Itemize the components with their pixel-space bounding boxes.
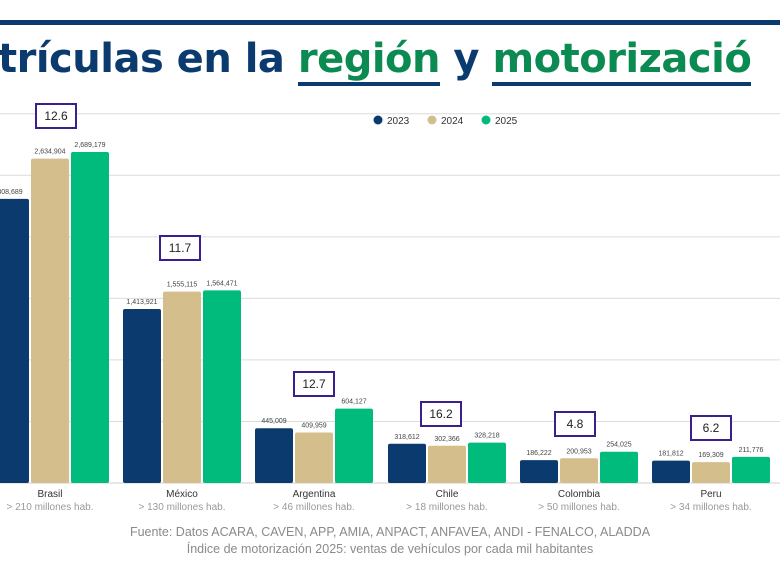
category-label: México	[166, 489, 198, 500]
data-label: 308,689	[0, 189, 23, 196]
motorization-index-value: 4.8	[567, 417, 584, 431]
bar-Colombia-2024	[560, 458, 598, 483]
legend-label-2023: 2023	[387, 116, 410, 127]
category-population: > 50 millones hab.	[538, 502, 619, 513]
motorization-index-box	[420, 401, 462, 427]
bar-Chile-2025	[468, 442, 506, 483]
category-label: Colombia	[558, 489, 601, 500]
data-label: 302,366	[434, 436, 459, 443]
data-label: 328,218	[474, 433, 499, 440]
data-label: 2,689,179	[74, 142, 105, 149]
category-label: Chile	[436, 489, 459, 500]
data-label: 1,555,115	[167, 282, 198, 289]
bar-México-2023	[123, 308, 161, 483]
legend-marker-2023	[373, 115, 383, 125]
motorization-index-box	[293, 371, 335, 397]
data-label: 186,222	[526, 450, 551, 457]
data-label: 169,309	[698, 452, 723, 459]
motorization-index-value: 12.6	[44, 109, 68, 123]
category-population: > 210 millones hab.	[6, 502, 93, 513]
bar-México-2024	[163, 291, 201, 483]
data-label: 2,634,904	[34, 149, 65, 156]
bar-Peru-2023	[652, 460, 690, 483]
legend-marker-2025	[481, 115, 491, 125]
category-population: > 34 millones hab.	[670, 502, 751, 513]
category-population: > 130 millones hab.	[138, 502, 225, 513]
bar-Chile-2024	[428, 445, 466, 483]
legend-label-2025: 2025	[495, 116, 518, 127]
motorization-index-box	[690, 415, 732, 441]
data-label: 181,812	[658, 451, 683, 458]
data-label: 1,564,471	[206, 280, 237, 287]
data-label: 604,127	[341, 399, 366, 406]
motorization-index-value: 12.7	[302, 377, 326, 391]
bar-Peru-2025	[732, 456, 770, 483]
legend-label-2024: 2024	[441, 116, 464, 127]
bar-Colombia-2023	[520, 460, 558, 483]
bar-Argentina-2025	[335, 408, 373, 483]
bar-Chile-2023	[388, 443, 426, 483]
note-text: Índice de motorización 2025: ventas de v…	[186, 542, 594, 556]
source-text: Fuente: Datos ACARA, CAVEN, APP, AMIA, A…	[129, 525, 651, 539]
title-accent-region: región	[297, 36, 441, 86]
data-label: 409,959	[301, 423, 326, 430]
motorization-index-box	[554, 411, 596, 437]
category-label: Argentina	[293, 489, 336, 500]
category-label: Peru	[700, 489, 721, 500]
motorization-index-value: 11.7	[169, 241, 192, 255]
data-label: 318,612	[394, 434, 419, 441]
bar-Brasil-2023	[0, 198, 29, 483]
bar-Brasil-2024	[31, 158, 69, 483]
motorization-index-value: 6.2	[703, 421, 720, 435]
legend-marker-2024	[427, 115, 437, 125]
category-label: Brasil	[37, 489, 62, 500]
bar-Argentina-2024	[295, 432, 333, 483]
bar-Peru-2024	[692, 462, 730, 483]
title-accent-motorizacion: motorizació	[492, 36, 752, 86]
page-title: trículas en la región y motorizació	[0, 36, 752, 86]
data-label: 1,413,921	[126, 299, 157, 306]
category-population: > 18 millones hab.	[406, 502, 487, 513]
bar-Brasil-2025	[71, 152, 109, 483]
top-rule	[0, 20, 780, 25]
bar-México-2025	[203, 290, 241, 483]
motorization-index-value: 16.2	[429, 407, 453, 421]
category-population: > 46 millones hab.	[273, 502, 354, 513]
data-label: 200,953	[566, 448, 591, 455]
bar-Colombia-2025	[600, 451, 638, 483]
bar-Argentina-2023	[255, 428, 293, 483]
data-label: 254,025	[606, 442, 631, 449]
title-text-y: y	[440, 36, 493, 82]
data-label: 445,009	[261, 418, 286, 425]
motorization-index-box	[35, 103, 77, 129]
data-label: 211,776	[739, 447, 764, 454]
motorization-index-box	[159, 235, 201, 261]
title-text: trículas en la	[0, 36, 298, 82]
